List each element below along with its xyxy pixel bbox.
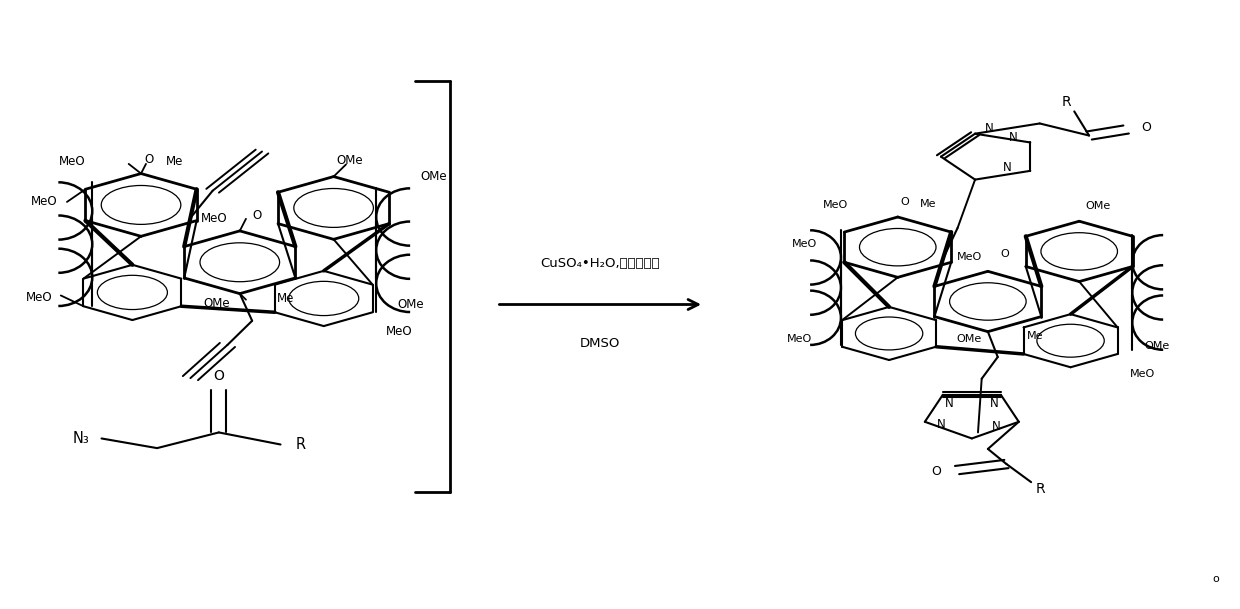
Text: Me: Me: [1028, 331, 1044, 342]
Text: MeO: MeO: [823, 200, 848, 210]
Text: CuSO₄•H₂O,抗坏血酸钓: CuSO₄•H₂O,抗坏血酸钓: [541, 257, 660, 270]
Text: N: N: [985, 122, 993, 135]
Text: MeO: MeO: [31, 195, 57, 208]
Text: OMe: OMe: [398, 298, 424, 311]
Text: Me: Me: [166, 155, 184, 168]
Text: OMe: OMe: [336, 154, 363, 167]
Text: N: N: [945, 397, 954, 410]
Text: OMe: OMe: [420, 170, 446, 183]
Text: R: R: [295, 437, 305, 452]
Text: MeO: MeO: [58, 155, 86, 168]
Text: MeO: MeO: [1130, 369, 1156, 379]
Text: O: O: [1001, 250, 1009, 259]
Text: O: O: [145, 153, 154, 166]
Text: O: O: [213, 369, 224, 383]
Text: MeO: MeO: [26, 290, 52, 304]
Text: N₃: N₃: [72, 431, 89, 446]
Text: Me: Me: [277, 292, 294, 305]
Text: o: o: [1213, 574, 1220, 584]
Text: OMe: OMe: [1145, 340, 1169, 351]
Text: MeO: MeO: [792, 239, 817, 249]
Text: Me: Me: [920, 199, 936, 209]
Text: O: O: [1141, 121, 1151, 133]
Text: R: R: [1037, 482, 1045, 496]
Text: R: R: [1061, 96, 1071, 110]
Text: N: N: [991, 397, 999, 410]
Text: N: N: [1003, 161, 1012, 174]
Text: N: N: [1009, 131, 1018, 144]
Text: N: N: [937, 418, 946, 431]
Text: MeO: MeO: [956, 253, 982, 262]
Text: OMe: OMe: [203, 297, 229, 310]
Text: O: O: [900, 197, 909, 207]
Text: OMe: OMe: [1085, 201, 1111, 211]
Text: MeO: MeO: [201, 212, 227, 225]
Text: MeO: MeO: [386, 325, 412, 338]
Text: DMSO: DMSO: [580, 337, 620, 350]
Text: MeO: MeO: [787, 334, 812, 345]
Text: O: O: [931, 465, 941, 478]
Text: O: O: [252, 209, 262, 222]
Text: N: N: [992, 420, 1001, 433]
Text: OMe: OMe: [956, 334, 982, 345]
